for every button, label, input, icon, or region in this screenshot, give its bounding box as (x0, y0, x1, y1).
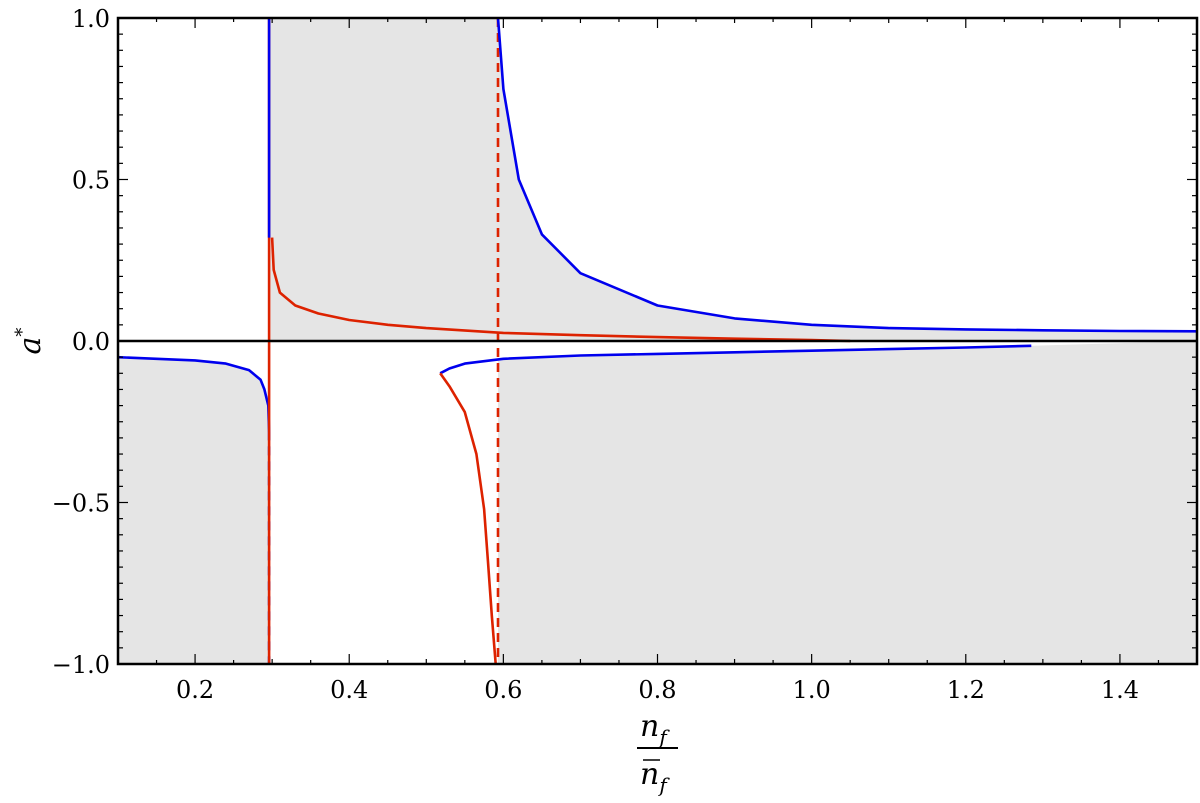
y-tick-label: 0.5 (72, 167, 110, 195)
shaded-region-upper-middle (270, 18, 1198, 341)
svg-text:nf: nf (640, 709, 670, 749)
blue-curve-0 (117, 355, 271, 432)
shaded-region-lower-right (498, 341, 1197, 664)
y-axis-label-base: a (13, 337, 48, 355)
shaded-regions (118, 18, 1198, 664)
y-tick-label: −1.0 (52, 651, 110, 679)
x-axis-label-denominator-sub: f (657, 773, 670, 797)
red-curve-3 (270, 237, 851, 343)
x-tick-label: 0.2 (176, 676, 214, 704)
x-axis-label-denominator: n (640, 757, 659, 792)
x-tick-label: 0.4 (330, 676, 368, 704)
x-tick-label: 1.0 (793, 676, 831, 704)
svg-text:a*: a* (12, 328, 48, 355)
x-axis-label-numerator: n (640, 709, 659, 744)
x-axis-label: nf nf (637, 709, 678, 797)
x-tick-label: 0.8 (638, 676, 676, 704)
x-tick-labels: 0.2 0.4 0.6 0.8 1.0 1.2 1.4 (176, 676, 1139, 704)
y-tick-label: 1.0 (72, 5, 110, 33)
series-lines (117, 17, 1198, 665)
x-tick-label: 1.2 (947, 676, 985, 704)
y-tick-labels: 1.0 0.5 0.0 −0.5 −1.0 (52, 5, 110, 679)
shaded-region-lower-left (118, 357, 270, 664)
svg-text:nf: nf (640, 757, 670, 797)
y-axis-label-sup: * (12, 328, 33, 337)
x-tick-label: 1.4 (1101, 676, 1139, 704)
axis-ticks (118, 17, 1197, 665)
red-curve-7 (439, 372, 497, 665)
y-axis-label: a* (12, 328, 48, 355)
x-axis-label-numerator-sub: f (657, 725, 670, 749)
y-tick-label: −0.5 (52, 490, 110, 518)
y-tick-label: 0.0 (72, 328, 110, 356)
blue-curve-5 (496, 17, 1198, 333)
x-tick-label: 0.6 (484, 676, 522, 704)
blue-curve-6 (439, 344, 1032, 375)
